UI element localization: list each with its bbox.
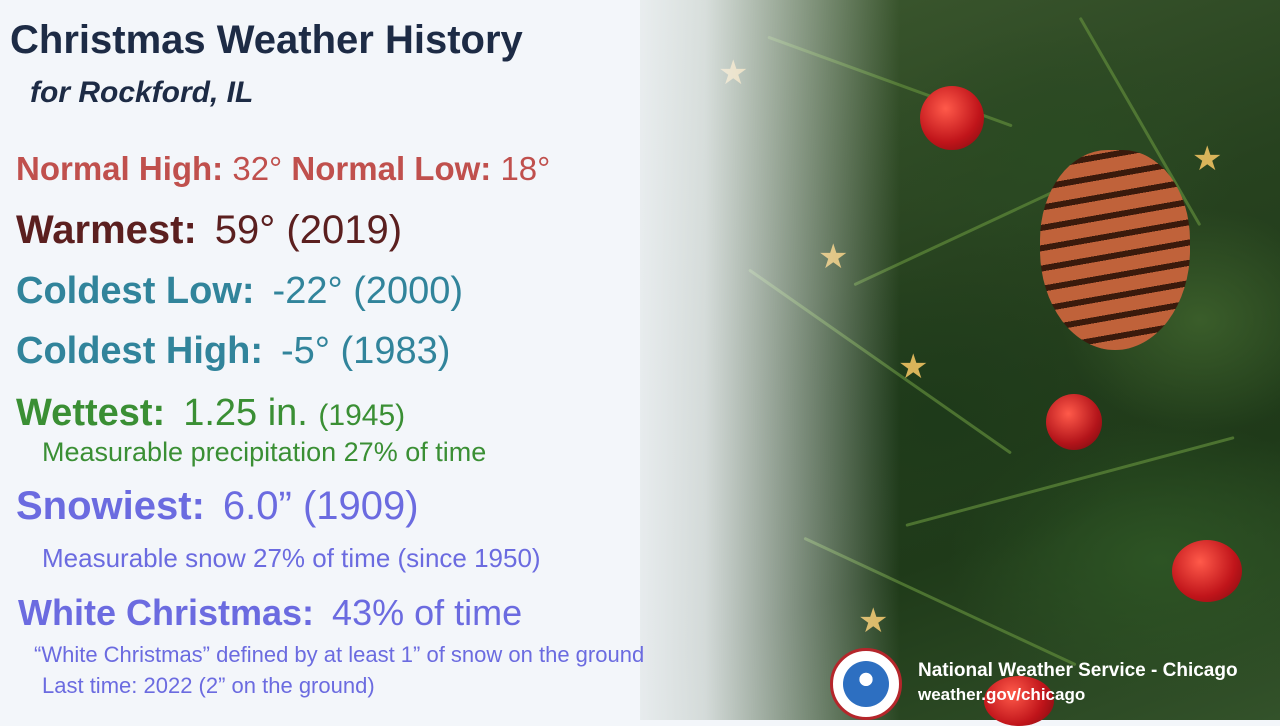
wettest-label: Wettest: bbox=[16, 392, 166, 434]
nws-logo-icon bbox=[830, 648, 902, 720]
footer-url[interactable]: weather.gov/chicago bbox=[918, 685, 1086, 704]
coldest-low-value: -22° (2000) bbox=[272, 270, 464, 312]
page-title: Christmas Weather History bbox=[10, 18, 523, 62]
gold-star-icon: ★ bbox=[1192, 140, 1223, 178]
normal-low-label: Normal Low: bbox=[291, 150, 492, 187]
white-christmas-definition: “White Christmas” defined by at least 1”… bbox=[34, 642, 645, 667]
white-christmas-last-time: Last time: 2022 (2” on the ground) bbox=[42, 673, 375, 698]
footer-org: National Weather Service - Chicago bbox=[918, 660, 1238, 681]
warmest-label: Warmest: bbox=[16, 208, 197, 252]
normals-row: Normal High: 32° Normal Low: 18° bbox=[16, 150, 550, 188]
snowiest-row: Snowiest: 6.0” (1909) bbox=[16, 484, 419, 529]
page-subtitle: for Rockford, IL bbox=[30, 76, 254, 109]
red-ornament bbox=[920, 86, 984, 150]
coldest-low-label: Coldest Low: bbox=[16, 270, 255, 312]
snowiest-label: Snowiest: bbox=[16, 484, 205, 528]
normal-high-label: Normal High: bbox=[16, 150, 224, 187]
wettest-note: Measurable precipitation 27% of time bbox=[42, 437, 487, 467]
white-christmas-value: 43% of time bbox=[332, 592, 523, 633]
wettest-value: 1.25 in. bbox=[183, 392, 308, 434]
white-christmas-row: White Christmas: 43% of time bbox=[18, 592, 522, 634]
snowiest-note: Measurable snow 27% of time (since 1950) bbox=[42, 543, 541, 573]
red-ornament bbox=[984, 676, 1054, 726]
warmest-row: Warmest: 59° (2019) bbox=[16, 208, 402, 253]
background-fade bbox=[600, 0, 900, 720]
coldest-high-row: Coldest High: -5° (1983) bbox=[16, 330, 450, 373]
white-christmas-label: White Christmas: bbox=[18, 592, 315, 633]
wettest-year: (1945) bbox=[318, 399, 406, 432]
coldest-low-row: Coldest Low: -22° (2000) bbox=[16, 270, 463, 313]
warmest-value: 59° (2019) bbox=[214, 208, 403, 252]
normal-low-value: 18° bbox=[500, 150, 551, 187]
coldest-high-value: -5° (1983) bbox=[280, 330, 451, 372]
gold-star-icon: ★ bbox=[898, 348, 929, 386]
red-ornament bbox=[1172, 540, 1242, 602]
pinecone bbox=[1040, 150, 1190, 350]
red-ornament bbox=[1046, 394, 1102, 450]
normal-high-value: 32° bbox=[232, 150, 283, 187]
coldest-high-label: Coldest High: bbox=[16, 330, 263, 372]
wettest-row: Wettest: 1.25 in. (1945) bbox=[16, 392, 405, 435]
snowiest-value: 6.0” (1909) bbox=[222, 484, 419, 528]
